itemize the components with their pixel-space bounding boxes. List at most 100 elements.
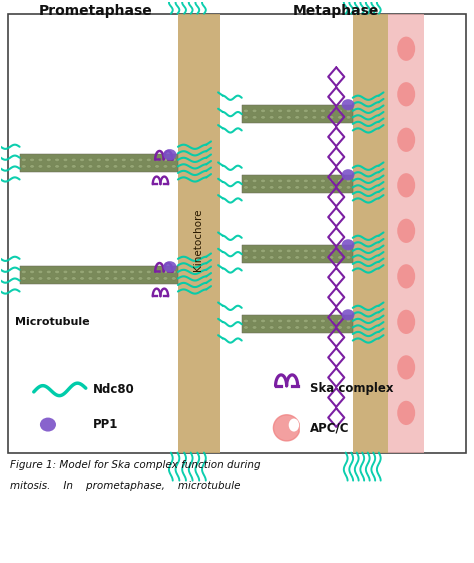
- Ellipse shape: [295, 256, 300, 259]
- Ellipse shape: [269, 179, 274, 182]
- Ellipse shape: [155, 277, 159, 280]
- Ellipse shape: [146, 165, 151, 168]
- Ellipse shape: [30, 277, 35, 280]
- Ellipse shape: [105, 165, 109, 168]
- Text: mitosis.    In    prometaphase,    microtubule: mitosis. In prometaphase, microtubule: [10, 481, 241, 490]
- Ellipse shape: [295, 109, 300, 113]
- Ellipse shape: [163, 270, 168, 274]
- Ellipse shape: [38, 270, 43, 274]
- Ellipse shape: [244, 109, 248, 113]
- Ellipse shape: [121, 165, 126, 168]
- Ellipse shape: [397, 218, 415, 243]
- Ellipse shape: [329, 256, 334, 259]
- Ellipse shape: [163, 277, 168, 280]
- Ellipse shape: [312, 179, 317, 182]
- Ellipse shape: [105, 158, 109, 162]
- Ellipse shape: [252, 116, 257, 119]
- Ellipse shape: [346, 179, 351, 182]
- Ellipse shape: [146, 277, 151, 280]
- Ellipse shape: [312, 116, 317, 119]
- Ellipse shape: [337, 319, 342, 323]
- Ellipse shape: [138, 158, 143, 162]
- Ellipse shape: [63, 270, 68, 274]
- Ellipse shape: [163, 261, 176, 272]
- Ellipse shape: [269, 116, 274, 119]
- Ellipse shape: [261, 186, 265, 189]
- Ellipse shape: [346, 116, 351, 119]
- Ellipse shape: [30, 165, 35, 168]
- Ellipse shape: [121, 277, 126, 280]
- Ellipse shape: [80, 270, 84, 274]
- Ellipse shape: [261, 179, 265, 182]
- Ellipse shape: [278, 109, 283, 113]
- Ellipse shape: [286, 109, 291, 113]
- Ellipse shape: [155, 165, 159, 168]
- Ellipse shape: [329, 109, 334, 113]
- Ellipse shape: [55, 165, 59, 168]
- Ellipse shape: [286, 249, 291, 253]
- Ellipse shape: [163, 158, 168, 162]
- Ellipse shape: [138, 270, 143, 274]
- Ellipse shape: [244, 116, 248, 119]
- Ellipse shape: [346, 109, 351, 113]
- Ellipse shape: [46, 165, 51, 168]
- Ellipse shape: [261, 326, 265, 329]
- Ellipse shape: [286, 256, 291, 259]
- Ellipse shape: [397, 264, 415, 288]
- Ellipse shape: [55, 158, 59, 162]
- Ellipse shape: [397, 82, 415, 106]
- Ellipse shape: [295, 186, 300, 189]
- Ellipse shape: [346, 249, 351, 253]
- Ellipse shape: [146, 158, 151, 162]
- Ellipse shape: [286, 116, 291, 119]
- FancyBboxPatch shape: [8, 14, 466, 453]
- Ellipse shape: [269, 326, 274, 329]
- Ellipse shape: [312, 186, 317, 189]
- Ellipse shape: [312, 326, 317, 329]
- Bar: [242, 245, 353, 263]
- Ellipse shape: [80, 165, 84, 168]
- Text: Kinetochore: Kinetochore: [193, 209, 203, 271]
- Ellipse shape: [278, 186, 283, 189]
- Ellipse shape: [337, 249, 342, 253]
- Ellipse shape: [244, 179, 248, 182]
- Ellipse shape: [278, 249, 283, 253]
- Text: Figure 1: Model for Ska complex function during: Figure 1: Model for Ska complex function…: [10, 459, 261, 470]
- Ellipse shape: [252, 326, 257, 329]
- Ellipse shape: [46, 158, 51, 162]
- Ellipse shape: [342, 99, 355, 110]
- Bar: [178, 14, 220, 453]
- Ellipse shape: [295, 319, 300, 323]
- Ellipse shape: [269, 186, 274, 189]
- Ellipse shape: [96, 277, 101, 280]
- Ellipse shape: [172, 158, 176, 162]
- Ellipse shape: [295, 179, 300, 182]
- Ellipse shape: [172, 277, 176, 280]
- Ellipse shape: [278, 116, 283, 119]
- Ellipse shape: [337, 109, 342, 113]
- Ellipse shape: [329, 326, 334, 329]
- Ellipse shape: [329, 249, 334, 253]
- Ellipse shape: [342, 309, 355, 320]
- Ellipse shape: [138, 277, 143, 280]
- Ellipse shape: [303, 179, 308, 182]
- Text: PP1: PP1: [93, 418, 118, 431]
- Ellipse shape: [72, 158, 76, 162]
- Ellipse shape: [244, 186, 248, 189]
- Text: Prometaphase: Prometaphase: [38, 5, 152, 19]
- Ellipse shape: [130, 165, 135, 168]
- Ellipse shape: [80, 277, 84, 280]
- Ellipse shape: [261, 249, 265, 253]
- Ellipse shape: [121, 270, 126, 274]
- Ellipse shape: [38, 277, 43, 280]
- Ellipse shape: [163, 149, 176, 160]
- Ellipse shape: [295, 249, 300, 253]
- Bar: [242, 175, 353, 193]
- Ellipse shape: [96, 165, 101, 168]
- Ellipse shape: [312, 319, 317, 323]
- Bar: [242, 105, 353, 123]
- Ellipse shape: [261, 256, 265, 259]
- Ellipse shape: [278, 179, 283, 182]
- Ellipse shape: [320, 109, 325, 113]
- Ellipse shape: [130, 277, 135, 280]
